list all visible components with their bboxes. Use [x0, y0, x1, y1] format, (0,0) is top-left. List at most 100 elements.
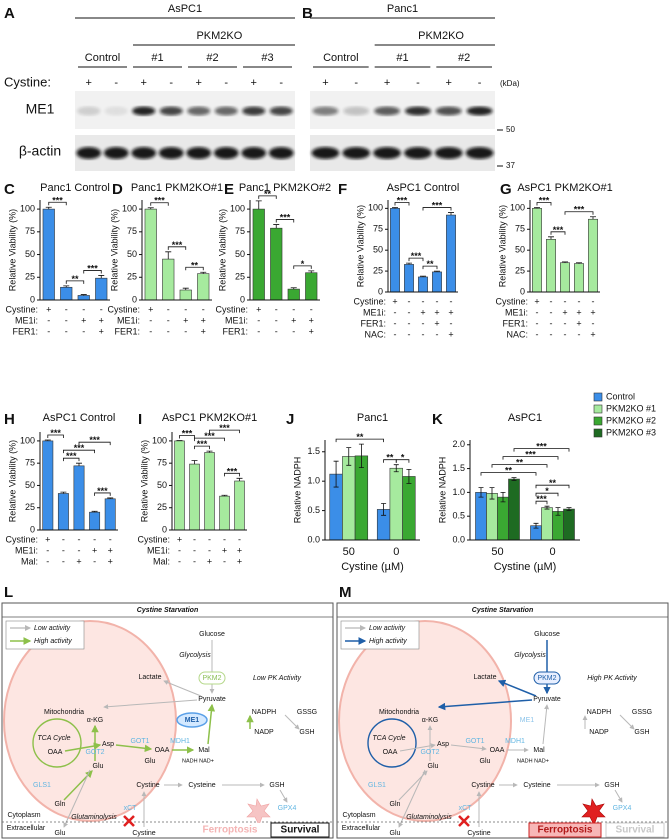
significance-bracket: [535, 484, 570, 489]
mitochondrion: [338, 620, 512, 822]
bar: [77, 295, 90, 301]
condition-label: ME1i:: [147, 545, 170, 555]
band: [187, 106, 211, 116]
significance-bracket: [335, 438, 384, 443]
condition-label: Mal:: [153, 556, 170, 566]
pathway-label: ME1: [185, 717, 200, 724]
bar: [197, 273, 210, 301]
y-tick-label: 0.5: [452, 511, 465, 521]
pathway-label: Cysteine: [188, 782, 215, 789]
bar: [354, 455, 369, 541]
condition-sign: -: [292, 326, 295, 336]
pathway-diagram: Cystine Starvation Low activity High activ…: [336, 602, 669, 839]
legend-label: PKM2KO #3: [606, 427, 656, 437]
pathway-label: Gln: [55, 801, 66, 808]
panel-letter: L: [4, 584, 13, 601]
condition-sign: +: [183, 315, 188, 325]
pathway-label: xCT: [124, 805, 138, 812]
error-bar: [200, 271, 207, 274]
condition-sign: +: [81, 315, 86, 325]
condition-sign: -: [149, 326, 152, 336]
panel-letter: C: [4, 181, 15, 198]
y-tick-label: 0: [520, 286, 525, 296]
y-tick-label: 50: [515, 245, 525, 255]
condition-sign: -: [62, 545, 65, 555]
band: [404, 147, 432, 159]
significance-label: ***: [227, 466, 238, 476]
significance-bracket: [194, 445, 210, 450]
pathway-label: Extracellular: [7, 825, 46, 832]
tca-cycle: [367, 718, 417, 768]
significance-bracket: [47, 434, 64, 439]
chart-title: AsPC1: [508, 412, 542, 424]
marker-unit: (kDa): [500, 79, 520, 88]
significance-bracket: [293, 265, 312, 269]
y-tick-label: 75: [127, 226, 137, 236]
lane-group-label: #2: [206, 52, 218, 64]
pathway-arrow: [614, 789, 623, 803]
band: [241, 147, 267, 159]
significance-bracket: [258, 195, 277, 199]
y-axis-title: Relative Viability (%): [109, 209, 119, 291]
band: [466, 106, 493, 116]
condition-sign: +: [434, 307, 439, 317]
outcome-box: [605, 822, 665, 838]
bar: [446, 214, 456, 293]
diagram-frame: [1, 602, 334, 839]
bar: [60, 286, 73, 301]
cystine-sign: +: [141, 77, 147, 89]
band: [434, 147, 463, 159]
blocked-transport: [123, 815, 135, 827]
panel-letter: G: [500, 181, 512, 198]
condition-sign: -: [592, 318, 595, 328]
condition-sign: +: [148, 304, 153, 314]
y-tick-label: 25: [235, 272, 245, 282]
legend-label: PKM2KO #2: [606, 415, 656, 425]
y-axis-title: Relative Viability (%): [217, 209, 227, 291]
condition-sign: -: [167, 304, 170, 314]
condition-sign: -: [167, 326, 170, 336]
pathway-arrow: [497, 679, 537, 697]
significance-bracket: [185, 266, 204, 271]
pathway-arrow: [207, 703, 216, 745]
condition-label: ME1i:: [225, 315, 248, 325]
cystine-sign: -: [416, 77, 420, 89]
outcome-box: [528, 822, 602, 838]
band: [404, 106, 431, 116]
diagram-header: Cystine Starvation: [137, 607, 198, 614]
condition-sign: +: [108, 556, 113, 566]
panel-letter: M: [339, 584, 352, 601]
legend-swatch: [593, 416, 603, 426]
x-tick-label: 50: [343, 546, 355, 558]
condition-sign: +: [448, 329, 453, 339]
lane-group-label: Control: [323, 52, 358, 64]
pathway-label: PKM2: [202, 675, 221, 682]
significance-bracket: [83, 270, 102, 274]
y-tick-label: 1.0: [452, 487, 465, 497]
legend-swatch: [593, 428, 603, 438]
condition-sign: +: [576, 318, 581, 328]
band: [104, 106, 128, 116]
error-bar: [392, 207, 398, 209]
outcome-label: Ferroptosis: [202, 825, 257, 836]
diagram-header: Cystine Starvation: [472, 607, 533, 614]
error-bar: [434, 270, 440, 272]
pathway-label: NADP: [589, 729, 609, 736]
bar: [162, 258, 175, 301]
condition-sign: -: [93, 534, 96, 544]
condition-sign: -: [394, 329, 397, 339]
significance-label: ***: [89, 435, 100, 445]
lane-group-label: #3: [261, 52, 273, 64]
pathway-label: α-KG: [87, 717, 104, 724]
condition-sign: +: [201, 315, 206, 325]
bar: [73, 465, 85, 531]
y-tick-label: 50: [157, 480, 167, 490]
lipid-ros: [246, 798, 271, 826]
pkm2-box: [533, 671, 561, 685]
condition-sign: -: [65, 315, 68, 325]
chart-title: AsPC1 PKM2KO#1: [162, 412, 257, 424]
y-tick-label: 100: [510, 203, 525, 213]
bar: [552, 511, 564, 541]
condition-sign: -: [578, 329, 581, 339]
cystine-sign: +: [446, 77, 452, 89]
